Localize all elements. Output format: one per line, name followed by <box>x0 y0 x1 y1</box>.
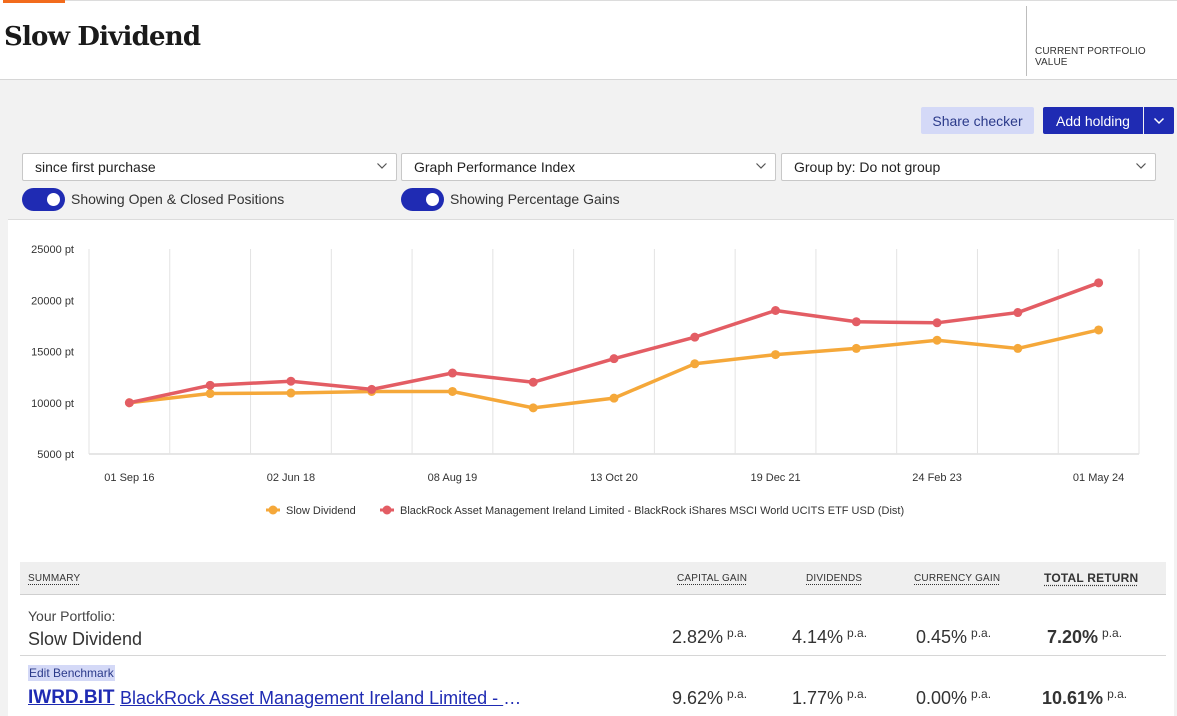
data-point <box>1094 278 1104 288</box>
y-tick-label: 25000 pt <box>31 244 74 256</box>
x-tick-label: 24 Feb 23 <box>912 472 962 484</box>
benchmark-name-link[interactable]: BlackRock Asset Management Ireland Limit… <box>120 688 530 708</box>
chevron-down-icon <box>1136 163 1146 169</box>
chevron-down-icon <box>1153 117 1165 124</box>
benchmark-dividends: 1.77% p.a. <box>792 687 868 708</box>
benchmark-currency-gain: 0.00% p.a. <box>916 687 992 708</box>
summary-column-header[interactable]: SUMMARY <box>28 573 81 584</box>
data-point <box>1013 308 1023 318</box>
portfolio-dividends: 4.14% p.a. <box>792 626 868 647</box>
portfolio-row: Your Portfolio: Slow Dividend 2.82% p.a. … <box>20 595 1166 656</box>
data-point <box>447 386 457 396</box>
top-divider <box>65 0 1177 1</box>
data-point <box>447 368 457 378</box>
data-point <box>690 359 700 369</box>
summary-header-row: SUMMARY CAPITAL GAIN DIVIDENDS CURRENCY … <box>20 562 1166 595</box>
data-point <box>851 317 861 327</box>
data-point <box>1013 343 1023 353</box>
open-closed-positions-toggle[interactable] <box>22 188 65 211</box>
portfolio-total-return: 7.20% p.a. <box>1047 626 1123 647</box>
benchmark-row: Edit Benchmark IWRD.BIT BlackRock Asset … <box>20 656 1166 716</box>
portfolio-capital-gain: 2.82% p.a. <box>672 626 748 647</box>
current-portfolio-value-label: CURRENT PORTFOLIO VALUE <box>1035 46 1146 68</box>
y-tick-label: 15000 pt <box>31 347 74 359</box>
x-tick-label: 01 Sep 16 <box>104 472 154 484</box>
data-point <box>367 384 377 394</box>
data-point <box>932 318 942 328</box>
benchmark-total-return: 10.61% p.a. <box>1042 687 1128 708</box>
chevron-down-icon <box>756 163 766 169</box>
data-point <box>851 343 861 353</box>
period-select-value: since first purchase <box>35 159 156 175</box>
portfolio-name: Slow Dividend <box>28 629 143 649</box>
period-select[interactable]: since first purchase <box>22 153 397 181</box>
data-point <box>124 398 134 408</box>
group-by-select-value: Group by: Do not group <box>794 159 941 175</box>
graph-type-select-value: Graph Performance Index <box>414 159 576 175</box>
x-tick-label: 08 Aug 19 <box>428 472 478 484</box>
x-tick-label: 02 Jun 18 <box>267 472 315 484</box>
legend-swatch-dot <box>268 505 278 515</box>
y-tick-label: 5000 pt <box>37 449 74 461</box>
toggle-knob <box>47 193 60 206</box>
data-point <box>528 403 538 413</box>
performance-chart: 5000 pt 10000 pt 15000 pt 20000 pt 25000 pt 0… <box>31 244 1140 517</box>
currency-gain-column-header[interactable]: CURRENCY GAIN <box>914 573 1001 584</box>
add-holding-button[interactable]: Add holding <box>1043 107 1143 134</box>
data-point <box>609 393 619 403</box>
page-title: Slow Dividend <box>4 22 201 52</box>
data-point <box>690 332 700 342</box>
toggle-knob <box>426 193 439 206</box>
data-point <box>286 376 296 386</box>
summary-panel: SUMMARY CAPITAL GAIN DIVIDENDS CURRENCY … <box>8 541 1174 716</box>
dividends-column-header[interactable]: DIVIDENDS <box>806 573 863 584</box>
data-point <box>528 377 538 387</box>
capital-gain-column-header[interactable]: CAPITAL GAIN <box>677 573 748 584</box>
legend-label: Slow Dividend <box>286 505 356 517</box>
active-tab-indicator <box>3 0 65 3</box>
y-tick-label: 10000 pt <box>31 398 74 410</box>
add-holding-menu-button[interactable] <box>1144 107 1174 134</box>
chart-panel: 5000 pt 10000 pt 15000 pt 20000 pt 25000 pt 0… <box>8 219 1174 542</box>
data-point <box>609 354 619 364</box>
percentage-gains-label: Showing Percentage Gains <box>450 191 620 207</box>
your-portfolio-label: Your Portfolio: <box>28 608 116 624</box>
data-point <box>205 380 215 390</box>
edit-benchmark-button[interactable]: Edit Benchmark <box>28 665 115 681</box>
benchmark-ticker-link[interactable]: IWRD.BIT <box>28 687 115 708</box>
y-tick-label: 20000 pt <box>31 295 74 307</box>
open-closed-positions-label: Showing Open & Closed Positions <box>71 191 285 207</box>
data-point <box>771 306 781 315</box>
portfolio-currency-gain: 0.45% p.a. <box>916 626 992 647</box>
header-divider <box>1026 6 1027 76</box>
graph-type-select[interactable]: Graph Performance Index <box>401 153 776 181</box>
data-point <box>205 389 215 399</box>
x-tick-label: 19 Dec 21 <box>750 472 800 484</box>
percentage-gains-toggle[interactable] <box>401 188 444 211</box>
data-point <box>286 388 296 398</box>
data-point <box>771 350 781 360</box>
total-return-column-header[interactable]: TOTAL RETURN <box>1044 571 1139 585</box>
benchmark-capital-gain: 9.62% p.a. <box>672 687 748 708</box>
share-checker-button[interactable]: Share checker <box>921 107 1034 134</box>
x-tick-label: 13 Oct 20 <box>590 472 638 484</box>
legend-label: BlackRock Asset Management Ireland Limit… <box>400 505 904 517</box>
legend-swatch-dot <box>382 505 392 515</box>
chevron-down-icon <box>377 163 387 169</box>
x-tick-label: 01 May 24 <box>1073 472 1124 484</box>
data-point <box>932 335 942 345</box>
group-by-select[interactable]: Group by: Do not group <box>781 153 1156 181</box>
data-point <box>1094 325 1104 335</box>
page-header: Slow Dividend CURRENT PORTFOLIO VALUE <box>0 0 1177 80</box>
